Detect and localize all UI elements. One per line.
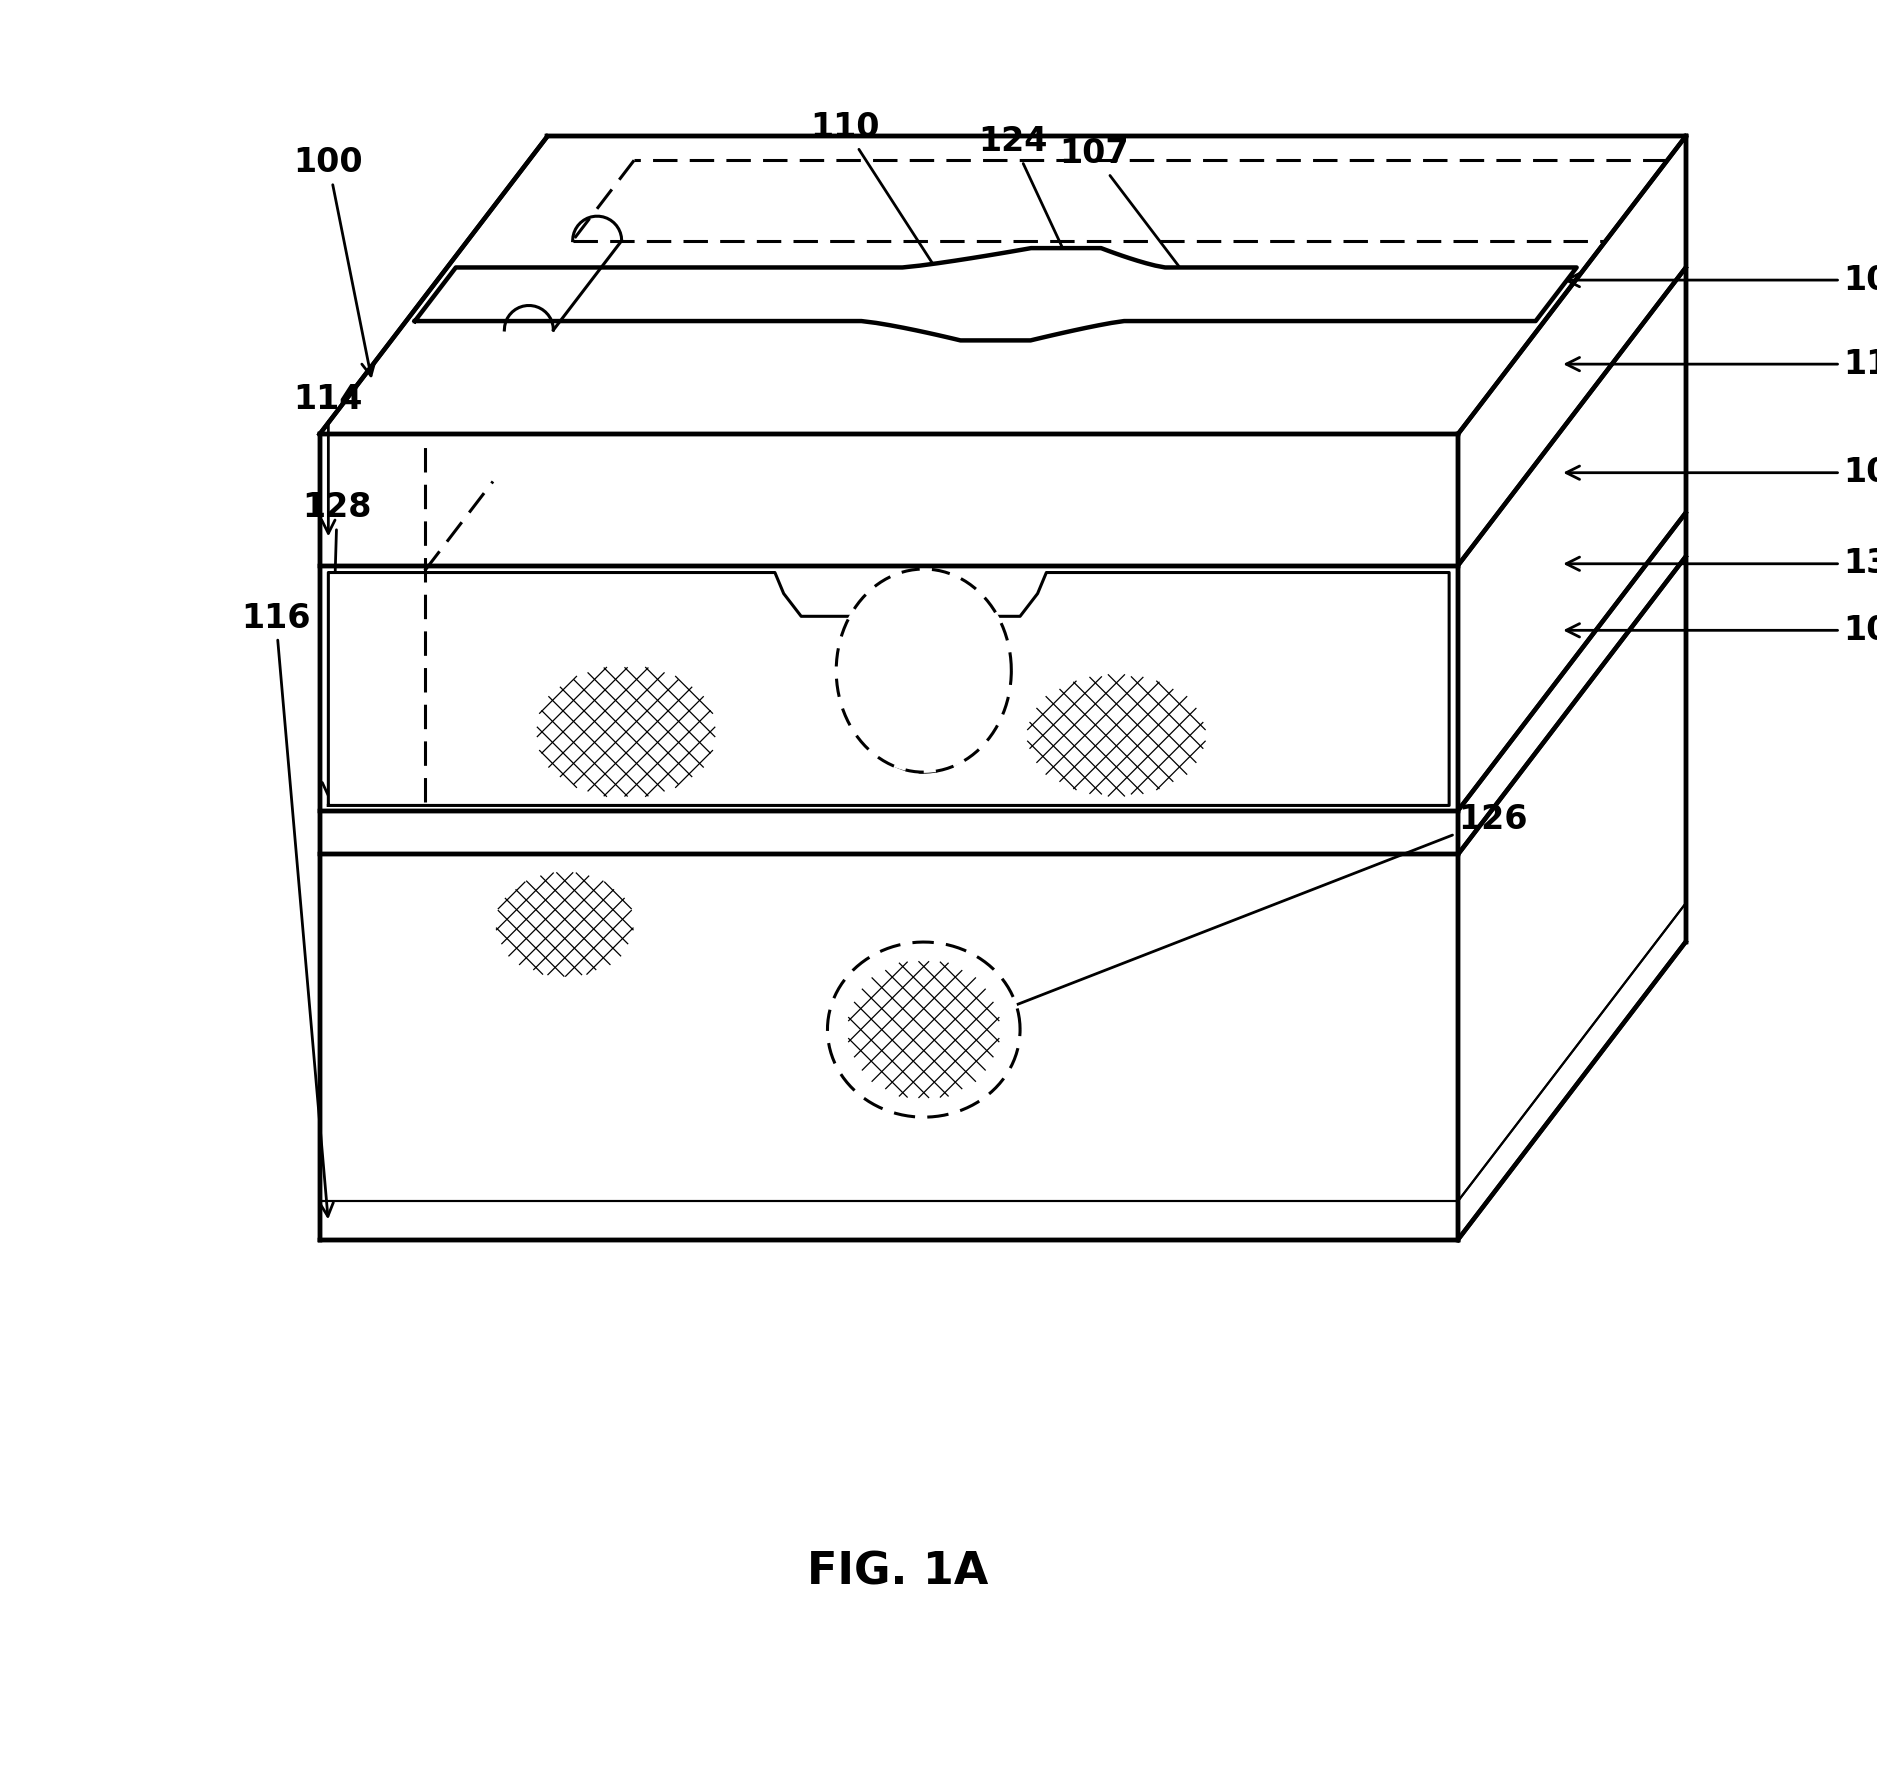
Text: 126: 126 xyxy=(957,802,1528,1028)
Text: 104: 104 xyxy=(1565,455,1877,489)
Text: 118: 118 xyxy=(1565,347,1877,381)
Polygon shape xyxy=(328,573,1449,806)
Polygon shape xyxy=(837,569,1012,772)
Text: 128: 128 xyxy=(302,491,372,795)
Text: 107: 107 xyxy=(1059,137,1216,317)
Polygon shape xyxy=(850,605,997,772)
Text: 138: 138 xyxy=(1565,548,1877,580)
Polygon shape xyxy=(319,434,1458,1240)
Polygon shape xyxy=(1458,137,1686,1240)
Polygon shape xyxy=(828,943,1019,1117)
Text: FIG. 1A: FIG. 1A xyxy=(807,1551,987,1594)
Text: 102: 102 xyxy=(1565,263,1877,297)
Text: 114: 114 xyxy=(293,382,362,534)
Polygon shape xyxy=(319,137,1686,434)
Text: 116: 116 xyxy=(240,601,334,1217)
Text: 100: 100 xyxy=(293,146,375,375)
Text: 110: 110 xyxy=(811,112,982,340)
Text: 124: 124 xyxy=(978,125,1076,274)
Polygon shape xyxy=(415,247,1577,340)
Text: 106: 106 xyxy=(1565,614,1877,648)
